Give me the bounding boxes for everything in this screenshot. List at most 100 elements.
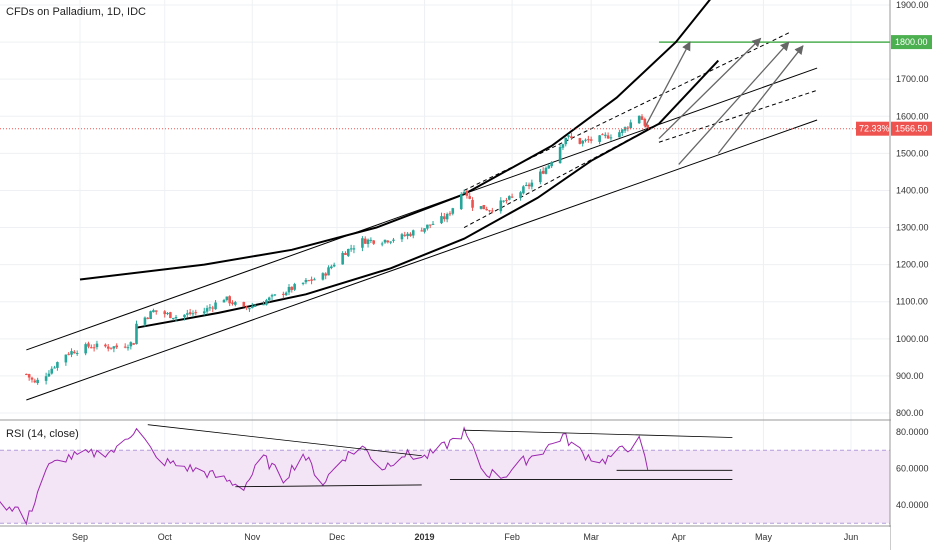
candle-body bbox=[50, 368, 54, 374]
candle-body bbox=[411, 230, 415, 236]
rsi-title: RSI (14, close) bbox=[6, 428, 79, 440]
candle-body bbox=[451, 208, 455, 214]
time-tick-label: Oct bbox=[158, 532, 173, 542]
candle-body bbox=[188, 312, 192, 315]
candle-body bbox=[321, 273, 325, 280]
candle-body bbox=[383, 239, 387, 243]
candle-body bbox=[541, 170, 545, 174]
candle-body bbox=[211, 307, 215, 309]
candle-body bbox=[327, 267, 330, 276]
candle-body bbox=[637, 115, 641, 124]
candle-body bbox=[228, 296, 231, 304]
candle-body bbox=[231, 302, 234, 305]
candle-body bbox=[149, 311, 152, 320]
candle-body bbox=[547, 165, 551, 169]
candle-body bbox=[488, 210, 491, 212]
price-tick-label: 1700.00 bbox=[896, 74, 929, 84]
candle-body bbox=[524, 185, 528, 187]
projection-arrow bbox=[678, 41, 790, 165]
chart-title: CFDs on Palladium, 1D, IDC bbox=[6, 6, 146, 18]
rsi-resistance-line bbox=[464, 429, 733, 438]
candle-body bbox=[598, 135, 601, 142]
candle-body bbox=[267, 297, 271, 301]
candle-body bbox=[344, 252, 347, 255]
candle-body bbox=[290, 286, 294, 290]
candle-body bbox=[510, 196, 514, 198]
candle-body bbox=[428, 224, 432, 226]
candle-body bbox=[620, 129, 624, 133]
time-tick-label: Sep bbox=[72, 532, 88, 542]
time-tick-label: May bbox=[755, 532, 773, 542]
candle-body bbox=[163, 311, 167, 315]
candle-body bbox=[332, 264, 336, 267]
candle-body bbox=[507, 196, 511, 200]
candle-body bbox=[603, 134, 607, 136]
candle-body bbox=[171, 317, 175, 319]
candle-body bbox=[194, 312, 198, 314]
candle-body bbox=[313, 279, 316, 281]
price-tick-label: 800.00 bbox=[896, 408, 924, 418]
candle-body bbox=[587, 139, 590, 141]
candle-body bbox=[584, 139, 587, 141]
candle-body bbox=[301, 282, 305, 284]
candle-body bbox=[146, 317, 150, 319]
candle-body bbox=[609, 137, 613, 139]
candle-body bbox=[530, 182, 534, 187]
time-axis-bg bbox=[0, 527, 890, 550]
candle-body bbox=[205, 308, 209, 312]
candle-body bbox=[519, 192, 522, 198]
candle-body bbox=[132, 343, 135, 345]
candle-body bbox=[208, 307, 212, 309]
candle-body bbox=[485, 208, 488, 211]
rsi-pct-badge bbox=[856, 121, 889, 136]
candle-body bbox=[56, 362, 59, 368]
candle-body bbox=[186, 313, 189, 315]
candle-body bbox=[169, 312, 172, 318]
candle-body bbox=[606, 135, 610, 139]
candle-body bbox=[70, 351, 73, 355]
candle-body bbox=[369, 239, 373, 241]
price-tick-label: 1600.00 bbox=[896, 111, 929, 121]
candle-body bbox=[443, 216, 446, 220]
price-tick-label: 1500.00 bbox=[896, 148, 929, 158]
candle-body bbox=[623, 127, 627, 131]
candle-body bbox=[202, 311, 206, 314]
candle-body bbox=[403, 234, 407, 236]
candle-body bbox=[222, 300, 226, 303]
candle-body bbox=[567, 135, 570, 137]
rsi-tick-label: 80.0000 bbox=[896, 427, 929, 437]
candle-body bbox=[601, 134, 604, 136]
projection-arrow bbox=[644, 41, 691, 128]
projection-arrow bbox=[717, 45, 804, 154]
candle-body bbox=[183, 314, 186, 318]
candle-body bbox=[561, 144, 565, 148]
candle-body bbox=[544, 167, 548, 174]
rsi-support-line-1 bbox=[235, 484, 422, 488]
time-tick-label: Nov bbox=[244, 532, 261, 542]
candle-body bbox=[225, 296, 229, 300]
rsi-divergence-line bbox=[147, 424, 422, 457]
candle-body bbox=[406, 233, 409, 237]
candles bbox=[0, 114, 890, 385]
candle-body bbox=[471, 199, 474, 208]
candle-body bbox=[36, 379, 39, 384]
rsi-band-fill bbox=[0, 450, 890, 524]
candle-body bbox=[284, 292, 288, 296]
candle-body bbox=[581, 140, 585, 144]
candle-body bbox=[44, 376, 48, 381]
candle-body bbox=[459, 194, 463, 210]
candle-body bbox=[527, 184, 531, 187]
candle-body bbox=[409, 233, 412, 236]
candle-body bbox=[386, 240, 390, 243]
candle-body bbox=[248, 308, 251, 310]
candle-body bbox=[95, 343, 99, 348]
time-tick-label: Mar bbox=[583, 532, 599, 542]
candle-body bbox=[293, 284, 296, 290]
candle-body bbox=[380, 243, 384, 245]
current-price-badge-text: 1566.50 bbox=[895, 124, 928, 134]
candle-body bbox=[47, 373, 51, 377]
candle-body bbox=[346, 249, 350, 256]
